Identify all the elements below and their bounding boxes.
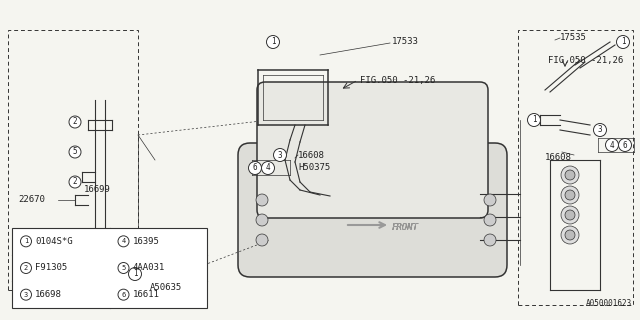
Text: 1: 1 [132, 269, 138, 278]
Text: 3: 3 [598, 125, 602, 134]
Circle shape [129, 268, 141, 281]
Text: 1: 1 [24, 238, 28, 244]
Text: 16608: 16608 [298, 150, 325, 159]
Circle shape [618, 139, 632, 151]
Circle shape [565, 190, 575, 200]
Text: 3: 3 [24, 292, 28, 298]
Circle shape [484, 234, 496, 246]
Circle shape [561, 166, 579, 184]
Circle shape [262, 162, 275, 174]
Circle shape [605, 139, 618, 151]
Text: H50375: H50375 [298, 164, 330, 172]
Circle shape [561, 226, 579, 244]
Text: 1: 1 [532, 116, 536, 124]
Circle shape [484, 214, 496, 226]
Circle shape [484, 194, 496, 206]
Text: 0104S*G: 0104S*G [35, 237, 72, 246]
Text: 17533: 17533 [392, 37, 419, 46]
Text: 16699: 16699 [84, 186, 111, 195]
Text: 4: 4 [122, 238, 125, 244]
Text: 16395: 16395 [132, 237, 159, 246]
Circle shape [118, 262, 129, 274]
Text: 4: 4 [610, 140, 614, 149]
Text: 2: 2 [73, 117, 77, 126]
Circle shape [561, 206, 579, 224]
Text: 2: 2 [24, 265, 28, 271]
Text: 22670: 22670 [18, 196, 45, 204]
Text: 3: 3 [278, 150, 282, 159]
Circle shape [561, 186, 579, 204]
Text: 6: 6 [623, 140, 627, 149]
Text: 16611: 16611 [132, 290, 159, 299]
Circle shape [248, 162, 262, 174]
Circle shape [565, 170, 575, 180]
Circle shape [593, 124, 607, 137]
Circle shape [266, 36, 280, 49]
Circle shape [69, 116, 81, 128]
Circle shape [616, 36, 630, 49]
Text: 5: 5 [122, 265, 125, 271]
Circle shape [69, 176, 81, 188]
Text: 5: 5 [73, 148, 77, 156]
Text: 17535: 17535 [560, 34, 587, 43]
Circle shape [20, 262, 31, 274]
Circle shape [256, 194, 268, 206]
Circle shape [273, 148, 287, 162]
Text: 16608: 16608 [545, 154, 572, 163]
Text: A050001623: A050001623 [586, 299, 632, 308]
Text: 4AA031: 4AA031 [132, 263, 164, 273]
Text: 4: 4 [266, 164, 270, 172]
Circle shape [20, 236, 31, 247]
Text: F91305: F91305 [35, 263, 67, 273]
FancyBboxPatch shape [238, 143, 507, 277]
Circle shape [20, 289, 31, 300]
Circle shape [256, 214, 268, 226]
Circle shape [565, 210, 575, 220]
Circle shape [118, 289, 129, 300]
Circle shape [256, 234, 268, 246]
Bar [12, 228, 207, 308]
FancyBboxPatch shape [257, 82, 488, 218]
Text: 16698: 16698 [35, 290, 62, 299]
Text: 6: 6 [122, 292, 125, 298]
Text: 1: 1 [621, 37, 625, 46]
Circle shape [118, 236, 129, 247]
Circle shape [69, 146, 81, 158]
Circle shape [527, 114, 541, 126]
Text: FRONT: FRONT [392, 223, 419, 233]
Text: FIG.050 -21,26: FIG.050 -21,26 [360, 76, 435, 84]
Text: 2: 2 [73, 178, 77, 187]
Text: 6: 6 [253, 164, 257, 172]
Circle shape [565, 230, 575, 240]
Text: FRONT: FRONT [392, 223, 419, 233]
Text: A50635: A50635 [150, 284, 182, 292]
Text: 1: 1 [271, 37, 275, 46]
Text: FIG.050 -21,26: FIG.050 -21,26 [548, 55, 623, 65]
